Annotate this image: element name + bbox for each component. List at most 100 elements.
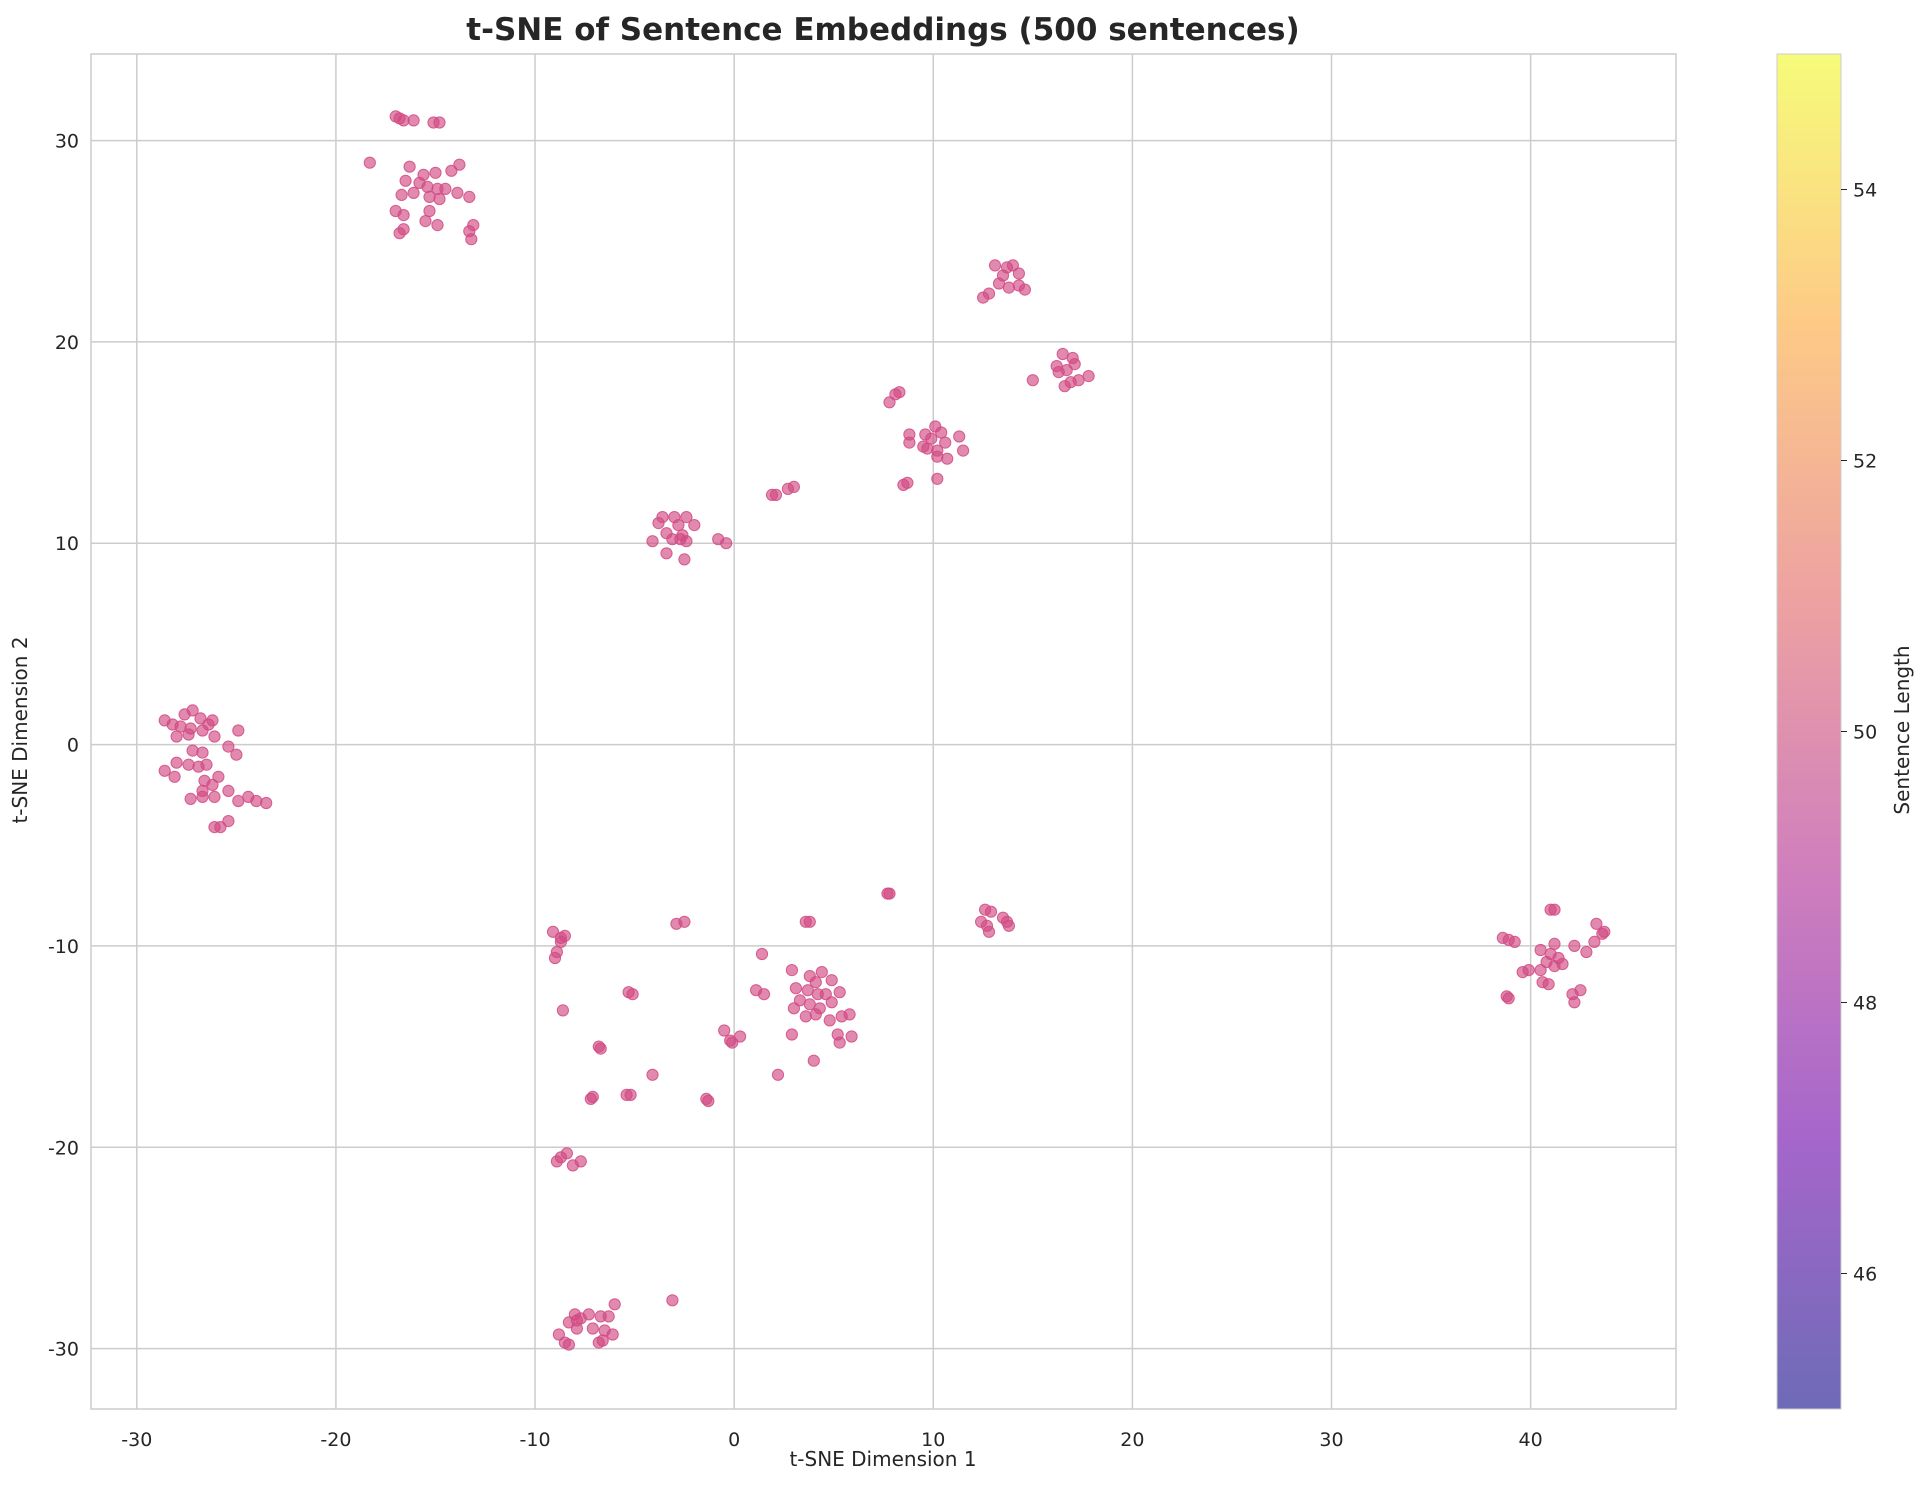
scatter-point bbox=[984, 905, 998, 918]
scatter-point bbox=[562, 1338, 576, 1351]
scatter-point bbox=[787, 480, 801, 493]
scatter-point bbox=[755, 947, 769, 961]
scatter-point bbox=[1548, 937, 1561, 951]
scatter-point bbox=[423, 204, 436, 218]
colorbar bbox=[1776, 53, 1842, 1410]
scatter-point bbox=[1542, 978, 1555, 991]
scatter-point bbox=[626, 988, 639, 1001]
scatter-point bbox=[584, 1092, 597, 1106]
scatter-point bbox=[196, 746, 209, 759]
scatter-point bbox=[433, 192, 446, 206]
scatter-point bbox=[833, 986, 846, 999]
scatter-point bbox=[953, 430, 966, 443]
scatter-point bbox=[550, 1155, 564, 1168]
scatter-point bbox=[845, 1030, 858, 1043]
scatter-point bbox=[548, 951, 562, 965]
scatter-point bbox=[182, 758, 195, 771]
scatter-point bbox=[423, 190, 436, 203]
scatter-point bbox=[897, 478, 910, 491]
scatter-point bbox=[419, 215, 432, 228]
scatter-point bbox=[467, 219, 480, 232]
scatter-point bbox=[453, 158, 466, 171]
scatter-point bbox=[574, 1155, 587, 1168]
chart-title: t-SNE of Sentence Embeddings (500 senten… bbox=[466, 12, 1299, 48]
y-tick-label: -30 bbox=[48, 1339, 79, 1361]
scatter-point bbox=[1574, 984, 1587, 997]
scatter-point bbox=[208, 790, 221, 804]
scatter-point bbox=[182, 728, 195, 741]
scatter-point bbox=[674, 533, 687, 546]
scatter-point bbox=[433, 116, 446, 129]
scatter-point bbox=[208, 730, 221, 743]
scatter-point bbox=[757, 988, 771, 1001]
plot-area bbox=[91, 54, 1676, 1409]
scatter-point bbox=[678, 553, 691, 566]
y-tick-label: 20 bbox=[55, 332, 79, 354]
scatter-point bbox=[771, 1068, 785, 1081]
scatter-point bbox=[809, 1008, 822, 1021]
scatter-point bbox=[451, 186, 464, 199]
scatter-point bbox=[445, 164, 458, 177]
scatter-point bbox=[421, 180, 434, 193]
scatter-point bbox=[570, 1314, 584, 1327]
x-tick-label: 0 bbox=[728, 1429, 740, 1451]
scatter-point bbox=[208, 821, 221, 834]
scatter-point bbox=[1064, 376, 1077, 389]
x-tick-labels: -30 -20 -10 0 10 20 30 40 bbox=[121, 1429, 1542, 1451]
scatter-point bbox=[206, 778, 219, 792]
scatter-points bbox=[158, 110, 1611, 1351]
y-tick-label: 30 bbox=[55, 131, 79, 153]
scatter-point bbox=[769, 488, 783, 501]
scatter-point bbox=[931, 472, 944, 485]
y-tick-label: -20 bbox=[48, 1137, 79, 1159]
colorbar-tick-label: 50 bbox=[1853, 722, 1877, 744]
scatter-point bbox=[680, 510, 693, 524]
scatter-point bbox=[407, 114, 420, 127]
scatter-point bbox=[939, 436, 952, 449]
scatter-point bbox=[602, 1310, 615, 1323]
scatter-point bbox=[1002, 919, 1016, 932]
scatter-point bbox=[465, 233, 478, 246]
scatter-point bbox=[554, 935, 568, 949]
scatter-point bbox=[594, 1042, 607, 1055]
scatter-point bbox=[785, 964, 799, 977]
scatter-point bbox=[586, 1322, 599, 1335]
scatter-point bbox=[222, 784, 235, 798]
scatter-point bbox=[397, 209, 410, 222]
scatter-point bbox=[903, 436, 916, 449]
scatter-point bbox=[582, 1308, 595, 1321]
scatter-point bbox=[825, 996, 838, 1009]
scatter-point bbox=[815, 966, 828, 979]
scatter-point bbox=[823, 1014, 836, 1027]
scatter-point bbox=[1596, 927, 1609, 940]
scatter-point bbox=[232, 724, 245, 737]
scatter-point bbox=[1052, 366, 1065, 379]
scatter-point bbox=[1012, 267, 1026, 280]
colorbar-tick-labels: 46 48 50 52 54 bbox=[1841, 180, 1877, 1286]
scatter-point bbox=[158, 764, 171, 777]
scatter-point bbox=[785, 1028, 799, 1041]
scatter-point bbox=[672, 519, 685, 532]
x-tick-label: -20 bbox=[320, 1429, 351, 1451]
scatter-point bbox=[170, 730, 183, 743]
scatter-point bbox=[1548, 960, 1561, 973]
scatter-point bbox=[1568, 996, 1581, 1009]
scatter-point bbox=[678, 915, 691, 928]
scatter-point bbox=[608, 1298, 621, 1311]
scatter-point bbox=[702, 1094, 715, 1108]
scatter-point bbox=[200, 758, 213, 771]
scatter-point bbox=[186, 744, 199, 757]
scatter-point bbox=[1548, 903, 1561, 916]
scatter-point bbox=[646, 1068, 659, 1081]
scatter-point bbox=[807, 1054, 820, 1067]
y-tick-labels: -30 -20 -10 0 10 20 30 bbox=[48, 131, 79, 1361]
scatter-point bbox=[431, 219, 444, 232]
x-tick-label: 40 bbox=[1519, 1429, 1543, 1451]
scatter-point bbox=[881, 887, 894, 900]
colorbar-tick-label: 46 bbox=[1853, 1264, 1877, 1286]
scatter-point bbox=[720, 537, 733, 550]
scatter-point bbox=[202, 718, 215, 731]
scatter-point bbox=[1590, 917, 1603, 930]
